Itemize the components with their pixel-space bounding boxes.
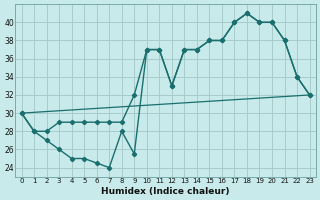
X-axis label: Humidex (Indice chaleur): Humidex (Indice chaleur) — [101, 187, 230, 196]
